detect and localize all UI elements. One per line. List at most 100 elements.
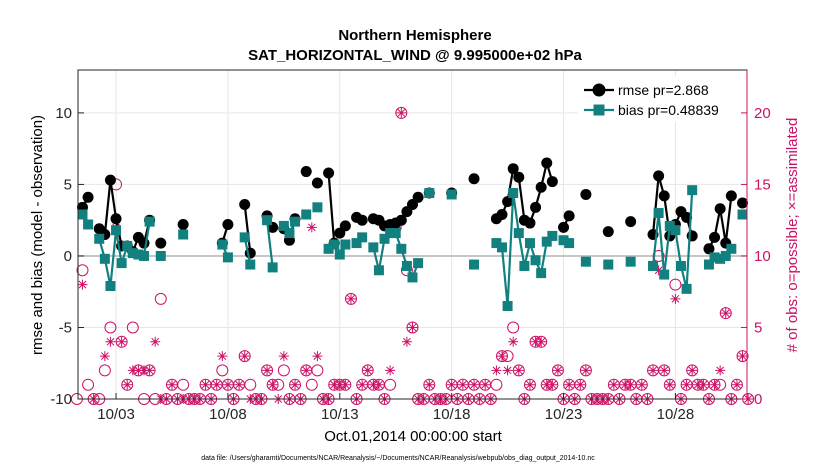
- bias-point: [245, 259, 256, 270]
- bias-point: [312, 202, 323, 213]
- obs-assimilated-marker: [217, 351, 228, 362]
- legend-box: [578, 76, 741, 122]
- obs-assimilated-marker: [653, 265, 664, 276]
- bias-point: [144, 216, 155, 227]
- obs-possible-marker: [266, 378, 279, 391]
- bias-point: [217, 239, 228, 250]
- obs-assimilated-marker: [200, 379, 211, 390]
- obs-assimilated-marker: [329, 379, 340, 390]
- obs-assimilated-marker: [670, 293, 681, 304]
- obs-assimilated-marker: [312, 351, 323, 362]
- bias-point: [390, 228, 401, 239]
- obs-possible-marker: [663, 378, 676, 391]
- bias-point: [653, 208, 664, 219]
- obs-assimilated-marker: [530, 336, 541, 347]
- obs-possible-marker: [216, 364, 229, 377]
- legend-rmse-marker: [592, 83, 606, 97]
- obs-assimilated-marker: [446, 379, 457, 390]
- obs-possible-marker: [104, 321, 117, 334]
- rmse-point: [681, 211, 693, 223]
- y-right-tick-label: 0: [754, 391, 762, 408]
- obs-possible-marker: [82, 378, 95, 391]
- bias-point: [558, 235, 569, 246]
- rmse-point: [507, 163, 519, 175]
- y-right-axis-label: # of obs: o=possible; ×=assimilated: [784, 118, 801, 353]
- bias-point: [178, 229, 189, 240]
- obs-possible-marker: [719, 307, 732, 320]
- obs-possible-marker: [490, 378, 503, 391]
- plot-background: [78, 70, 747, 399]
- bias-point: [536, 268, 547, 279]
- bias-point: [222, 252, 233, 263]
- obs-assimilated-marker: [580, 365, 591, 376]
- rmse-point: [546, 176, 558, 188]
- bias-point: [469, 259, 480, 270]
- obs-assimilated-marker: [564, 379, 575, 390]
- obs-possible-marker: [126, 321, 139, 334]
- obs-assimilated-marker: [648, 365, 659, 376]
- bias-point: [670, 225, 681, 236]
- bias-point: [446, 189, 457, 200]
- obs-assimilated-marker: [290, 379, 301, 390]
- bias-point: [603, 259, 614, 270]
- bias-point: [385, 228, 396, 239]
- obs-assimilated-marker: [122, 379, 133, 390]
- rmse-point: [177, 218, 189, 230]
- x-tick-label: 10/28: [657, 406, 695, 423]
- obs-possible-marker: [658, 364, 671, 377]
- rmse-point: [468, 173, 480, 185]
- y-right-tick-label: 5: [754, 319, 762, 336]
- obs-assimilated-marker: [709, 379, 720, 390]
- bias-point: [664, 220, 675, 231]
- rmse-point: [323, 167, 335, 179]
- obs-assimilated-marker: [373, 379, 384, 390]
- obs-assimilated-marker: [743, 394, 754, 404]
- chart-title-line1: Northern Hemisphere: [338, 27, 491, 44]
- obs-assimilated-marker: [497, 351, 507, 362]
- bias-point: [334, 249, 345, 260]
- rmse-point: [82, 191, 94, 203]
- legend: rmse pr=2.868 bias pr=0.48839: [578, 76, 741, 122]
- bias-point: [407, 272, 418, 283]
- legend-rmse-label: rmse pr=2.868: [618, 82, 709, 98]
- obs-possible-marker: [495, 350, 508, 363]
- bias-point: [513, 228, 524, 239]
- bias-point: [547, 230, 558, 241]
- obs-possible-marker: [244, 378, 257, 391]
- obs-possible-marker: [669, 278, 682, 291]
- obs-possible-marker: [305, 378, 318, 391]
- bias-point: [413, 258, 424, 269]
- rmse-point: [625, 216, 637, 228]
- rmse-point: [513, 171, 525, 183]
- obs-assimilated-marker: [234, 379, 245, 390]
- bias-point: [139, 250, 150, 261]
- rmse-point: [356, 214, 368, 226]
- obs-assimilated-marker: [692, 379, 703, 390]
- obs-assimilated-marker: [278, 351, 289, 362]
- bias-point: [681, 283, 692, 294]
- obs-assimilated-marker: [620, 379, 631, 390]
- obs-assimilated-marker: [357, 379, 368, 390]
- bias-point: [351, 238, 362, 249]
- obs-assimilated-marker: [687, 365, 698, 376]
- obs-possible-marker: [311, 364, 324, 377]
- obs-possible-marker: [98, 364, 111, 377]
- bias-point: [368, 242, 379, 253]
- y-left-tick-label: -5: [59, 319, 72, 336]
- rmse-point: [222, 218, 234, 230]
- obs-possible-marker: [154, 292, 167, 305]
- bias-point: [530, 255, 541, 266]
- bias-point: [709, 252, 720, 263]
- obs-assimilated-marker: [407, 322, 418, 333]
- obs-possible-marker: [423, 378, 436, 391]
- obs-possible-marker: [507, 321, 520, 334]
- bias-point: [726, 243, 737, 254]
- obs-assimilated-marker: [133, 365, 144, 376]
- bias-point: [155, 250, 166, 261]
- obs-assimilated-marker: [345, 293, 356, 304]
- x-tick-label: 10/23: [545, 406, 583, 423]
- obs-assimilated-marker: [368, 379, 379, 390]
- obs-assimilated-marker: [150, 336, 161, 347]
- rmse-point: [653, 170, 665, 182]
- rmse-point: [138, 237, 150, 249]
